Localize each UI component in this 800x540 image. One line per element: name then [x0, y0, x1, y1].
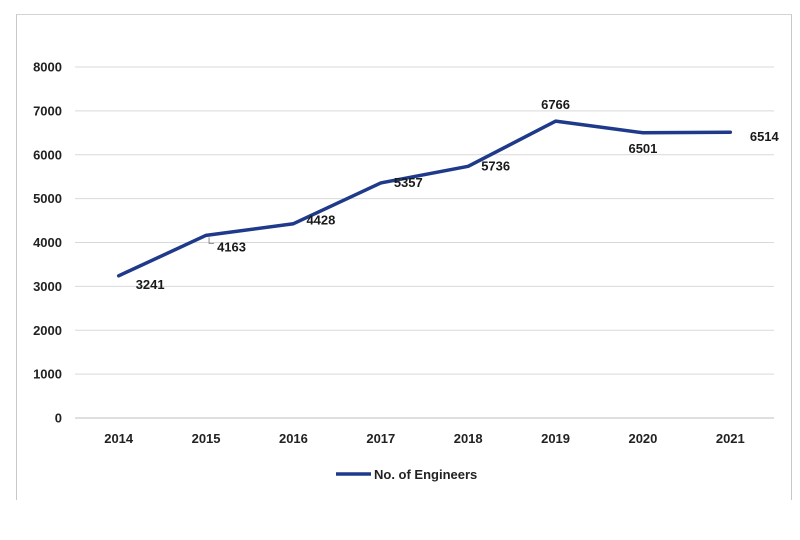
x-tick-label: 2016: [279, 431, 308, 446]
x-tick-label: 2018: [454, 431, 483, 446]
data-label: 6501: [628, 141, 657, 156]
data-label: 3241: [136, 277, 165, 292]
series-line-engineers: [116, 119, 733, 278]
legend: No. of Engineers: [336, 467, 477, 482]
x-tick-label: 2017: [366, 431, 395, 446]
x-tick-label: 2021: [716, 431, 745, 446]
y-axis-ticks: 0 1000 2000 3000 4000 5000 6000 7000 8000: [33, 60, 62, 426]
data-label: 4163: [217, 239, 246, 254]
y-tick-label: 0: [55, 411, 62, 426]
x-tick-label: 2020: [628, 431, 657, 446]
data-label: 6514: [750, 129, 780, 144]
y-tick-label: 6000: [33, 147, 62, 162]
x-tick-label: 2015: [192, 431, 221, 446]
x-tick-label: 2019: [541, 431, 570, 446]
grid-lines: [75, 66, 774, 419]
data-label: 6766: [541, 97, 570, 112]
data-label: 4428: [306, 213, 335, 228]
data-label: 5357: [394, 175, 423, 190]
x-axis-ticks: 2014 2015 2016 2017 2018 2019 2020 2021: [104, 431, 745, 446]
data-labels: 3241 4163 4428 5357 5736 6766 6501 6514: [136, 97, 780, 292]
y-tick-label: 3000: [33, 279, 62, 294]
x-tick-label: 2014: [104, 431, 134, 446]
y-tick-label: 8000: [33, 60, 62, 75]
y-tick-label: 2000: [33, 323, 62, 338]
legend-label: No. of Engineers: [374, 467, 477, 482]
chart-frame: [16, 14, 792, 500]
y-tick-label: 1000: [33, 367, 62, 382]
y-tick-label: 5000: [33, 191, 62, 206]
y-tick-label: 4000: [33, 235, 62, 250]
series-line: [116, 119, 733, 278]
y-tick-label: 7000: [33, 103, 62, 118]
label-leader-line: [208, 237, 215, 244]
data-label: 5736: [481, 158, 510, 173]
